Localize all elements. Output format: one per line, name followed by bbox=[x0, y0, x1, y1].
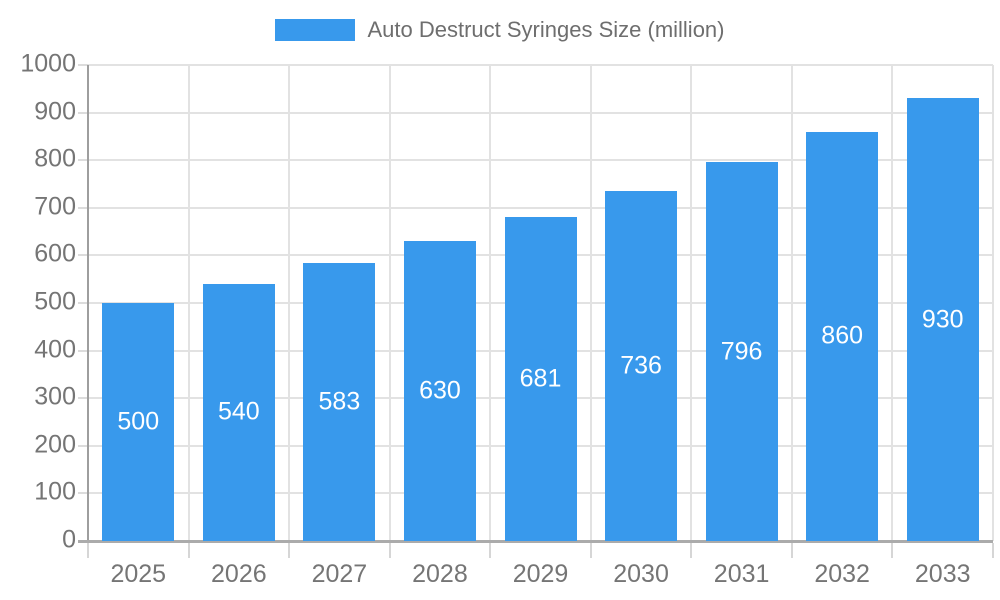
v-gridline bbox=[790, 65, 793, 541]
x-axis-tick bbox=[187, 543, 190, 558]
h-gridline bbox=[88, 206, 993, 209]
y-axis-tick-label: 100 bbox=[34, 477, 76, 506]
x-axis-tick-label: 2033 bbox=[914, 560, 971, 588]
bar-value-label: 500 bbox=[117, 407, 160, 436]
legend[interactable]: Auto Destruct Syringes Size (million) bbox=[0, 17, 1000, 43]
h-gridline bbox=[88, 111, 993, 114]
y-axis-tick bbox=[78, 492, 88, 495]
y-axis-tick-label: 700 bbox=[34, 192, 76, 221]
bar[interactable] bbox=[303, 263, 376, 541]
x-axis-tick bbox=[87, 543, 89, 558]
y-axis-tick bbox=[78, 206, 88, 209]
x-axis-tick-label: 2030 bbox=[613, 560, 669, 588]
v-gridline bbox=[489, 65, 492, 541]
bar[interactable] bbox=[906, 98, 979, 541]
y-axis-tick-label: 300 bbox=[34, 382, 76, 411]
x-axis-tick bbox=[489, 543, 492, 558]
v-gridline bbox=[992, 65, 994, 541]
y-axis-line bbox=[87, 65, 89, 541]
legend-swatch-icon bbox=[275, 19, 356, 41]
y-axis-tick bbox=[78, 64, 88, 66]
x-axis-tick bbox=[891, 543, 894, 558]
x-axis-tick-label: 2027 bbox=[311, 560, 368, 588]
h-gridline bbox=[88, 159, 993, 162]
bar-value-label: 796 bbox=[720, 337, 763, 366]
x-axis-tick-label: 2032 bbox=[814, 560, 870, 588]
bar[interactable] bbox=[102, 303, 175, 541]
x-axis-tick-label: 2028 bbox=[412, 560, 468, 588]
bar[interactable] bbox=[403, 241, 476, 541]
bar-value-label: 583 bbox=[318, 387, 361, 416]
y-axis-tick bbox=[78, 254, 88, 257]
y-axis-tick bbox=[78, 397, 88, 400]
bar[interactable] bbox=[705, 162, 778, 541]
bar-value-label: 630 bbox=[419, 376, 461, 405]
y-axis-tick-label: 200 bbox=[34, 430, 76, 459]
y-axis-tick bbox=[78, 159, 88, 162]
v-gridline bbox=[589, 65, 592, 541]
x-axis-tick-label: 2029 bbox=[512, 560, 569, 588]
y-axis-tick bbox=[78, 444, 88, 447]
y-axis-tick-label: 500 bbox=[34, 287, 76, 316]
x-axis-tick-label: 2031 bbox=[713, 560, 770, 588]
y-axis-tick-label: 400 bbox=[34, 335, 76, 364]
y-axis-tick bbox=[78, 111, 88, 114]
bar[interactable] bbox=[605, 190, 678, 541]
y-axis-tick bbox=[78, 302, 88, 304]
v-gridline bbox=[288, 65, 291, 541]
bar-value-label: 930 bbox=[921, 305, 964, 334]
y-axis-tick-label: 1000 bbox=[20, 49, 76, 78]
bar-value-label: 540 bbox=[217, 397, 260, 426]
v-gridline bbox=[891, 65, 894, 541]
x-axis-line bbox=[78, 540, 993, 543]
x-axis-tick bbox=[992, 543, 994, 558]
y-axis-tick-label: 0 bbox=[62, 525, 76, 554]
bar[interactable] bbox=[806, 131, 879, 541]
v-gridline bbox=[187, 65, 190, 541]
bar-value-label: 736 bbox=[620, 351, 662, 380]
v-gridline bbox=[388, 65, 391, 541]
x-axis-tick bbox=[388, 543, 391, 558]
y-axis-tick bbox=[78, 349, 88, 352]
x-axis-tick bbox=[690, 543, 693, 558]
bar-value-label: 860 bbox=[821, 321, 864, 350]
bar[interactable] bbox=[202, 283, 275, 541]
x-axis-tick bbox=[589, 543, 592, 558]
x-axis-tick-label: 2025 bbox=[110, 560, 167, 588]
h-gridline bbox=[88, 64, 993, 66]
y-axis-tick-label: 800 bbox=[34, 144, 76, 173]
bar[interactable] bbox=[504, 216, 577, 541]
bar-value-label: 681 bbox=[519, 364, 562, 393]
x-axis-tick bbox=[790, 543, 793, 558]
x-axis-tick-label: 2026 bbox=[211, 560, 267, 588]
x-axis-tick bbox=[288, 543, 291, 558]
v-gridline bbox=[690, 65, 693, 541]
y-axis-tick-label: 900 bbox=[34, 97, 76, 126]
y-axis-tick-label: 600 bbox=[34, 239, 76, 268]
legend-label: Auto Destruct Syringes Size (million) bbox=[367, 17, 725, 42]
